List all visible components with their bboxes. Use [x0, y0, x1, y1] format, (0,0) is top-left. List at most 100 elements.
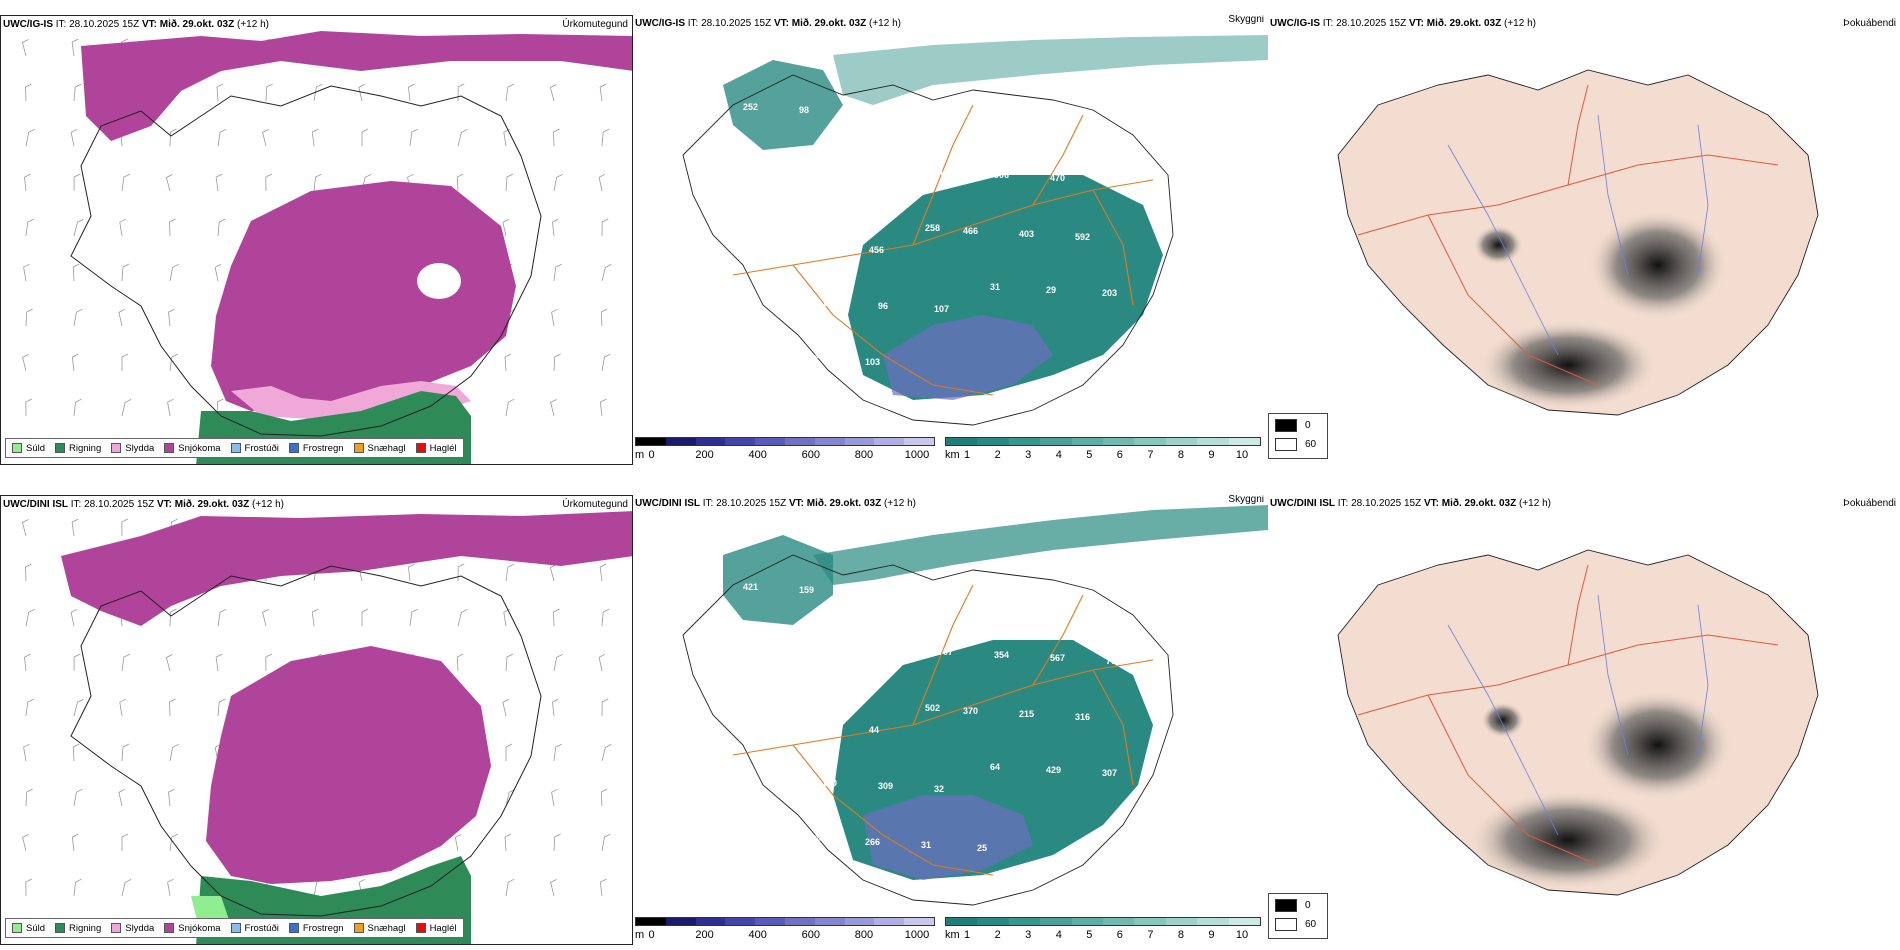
wind-barb — [553, 263, 562, 282]
field-name: Skyggni — [1228, 15, 1264, 25]
snow-area-north — [81, 31, 632, 141]
colorbar-step — [844, 918, 875, 925]
colorbar-tick: 7 — [1147, 449, 1154, 461]
colorbar-step — [1228, 438, 1261, 445]
ceiling-height-label: 96 — [878, 301, 888, 311]
colorbar-step — [844, 438, 875, 445]
colorbar-step — [1008, 918, 1041, 925]
ceiling-height-label: 44 — [869, 725, 879, 735]
wind-barb — [71, 518, 79, 537]
wind-barb — [216, 83, 224, 102]
wind-barb — [553, 743, 562, 762]
wind-barb — [601, 744, 612, 762]
wind-barb — [119, 218, 126, 237]
ceiling-height-label: 258 — [925, 223, 940, 233]
wind-barb — [215, 653, 223, 672]
wind-barb — [311, 128, 319, 147]
legend-label: Súld — [26, 442, 46, 454]
wind-barb — [601, 353, 611, 372]
snow-area-main — [211, 181, 516, 411]
legend-item: Súld — [12, 443, 45, 454]
ceiling-height-label: 31 — [921, 840, 931, 850]
wind-barb — [73, 83, 82, 102]
wind-barb — [601, 833, 611, 852]
wind-barb — [217, 608, 227, 627]
colorbar-tick: 600 — [801, 449, 820, 461]
colorbar-tick: 200 — [695, 929, 714, 941]
wind-barb — [25, 608, 35, 627]
ceiling-height-label: 551 — [882, 644, 897, 654]
fog-legend-swatch — [1275, 438, 1297, 451]
ceiling-visibility-panel-ig: UWC/IG-IS IT: 28.10.2025 15Z VT: Mið. 29… — [633, 15, 1268, 465]
wind-barb — [217, 128, 227, 147]
wind-barb — [118, 789, 126, 807]
wind-barb — [25, 308, 33, 327]
ceiling-height-label: 998 — [813, 242, 828, 252]
wind-barb — [600, 788, 608, 807]
legend-item: Snjókoma — [164, 923, 221, 934]
colorbar-step — [946, 918, 978, 925]
ceiling-height-label: 266 — [865, 837, 880, 847]
wind-barb — [23, 263, 30, 282]
field-name: Þokuábendi — [1843, 18, 1896, 29]
colorbar-step — [665, 438, 696, 445]
ceiling-height-label: 159 — [799, 585, 814, 595]
colorbar-tick: 800 — [854, 929, 874, 941]
legend-label: Snæhagl — [367, 442, 406, 454]
legend-item: Rigning — [55, 443, 101, 454]
colorbar-tick: 400 — [748, 449, 767, 461]
ceiling-height-label: 354 — [994, 650, 1009, 660]
colorbar-step — [784, 918, 815, 925]
wind-barb — [553, 353, 561, 372]
ceiling-height-label: 86 — [911, 111, 921, 121]
wind-barb — [505, 789, 516, 807]
ceiling-height-label: 464 — [938, 167, 953, 177]
wind-barb — [505, 83, 515, 102]
precip-map — [21, 31, 632, 464]
fog-legend-swatch — [1275, 419, 1297, 432]
ceiling-height-label: 215 — [1019, 709, 1034, 719]
wind-barb — [121, 353, 129, 371]
legend-swatch — [111, 923, 122, 933]
ceiling-height-label: 470 — [1050, 173, 1065, 183]
legend-item: Haglél — [415, 443, 457, 454]
colorbar-tick: 600 — [801, 929, 820, 941]
ceiling-height-label: 535 — [813, 722, 828, 732]
wind-barb — [599, 83, 607, 102]
wind-barb — [25, 878, 32, 897]
ceiling-height-label: 950 — [826, 666, 841, 676]
colorbar-tick: 1 — [964, 449, 971, 461]
ceiling-height-label: 628 — [826, 186, 841, 196]
legend-label: Frostúði — [244, 442, 279, 454]
ceiling-height-label: 764 — [1106, 656, 1121, 666]
wind-barb — [408, 563, 415, 582]
wind-barb — [601, 264, 612, 282]
wind-barb — [504, 353, 512, 372]
ceiling-height-label: 655 — [757, 719, 772, 729]
colorbar-tick: 4 — [1055, 929, 1062, 941]
legend-label: Slydda — [125, 442, 155, 454]
wind-barb — [553, 608, 560, 627]
colorbar-step — [755, 918, 785, 925]
wind-barb — [25, 563, 32, 582]
rivers — [1447, 114, 1709, 356]
wind-barb — [599, 878, 607, 897]
colorbar-step — [1165, 438, 1198, 445]
wind-barb — [23, 743, 30, 762]
colorbar-tick: 4 — [1055, 449, 1062, 461]
wind-barb — [456, 173, 464, 192]
legend-swatch — [55, 923, 66, 933]
wind-barb — [71, 38, 79, 57]
ceiling-height-label: 199 — [855, 108, 870, 118]
ceiling-height-label: 25 — [977, 843, 987, 853]
precip-type-legend: Súld Rigning Slydda Snjókoma Frostúði Frostre… — [5, 438, 464, 458]
colorbar-step — [725, 918, 756, 925]
wind-barb — [71, 353, 79, 372]
wind-barb — [21, 39, 29, 57]
fog-indicator-panel-dini: UWC/DINI ISL IT: 28.10.2025 15Z VT: Mið.… — [1268, 495, 1900, 945]
legend-swatch — [164, 923, 175, 933]
panel-title: UWC/DINI ISL IT: 28.10.2025 15Z VT: Mið.… — [1270, 498, 1551, 509]
wind-barb — [313, 83, 323, 102]
ceiling-height-label: 481 — [1023, 597, 1038, 607]
ceiling-height-label: 128 — [855, 588, 870, 598]
